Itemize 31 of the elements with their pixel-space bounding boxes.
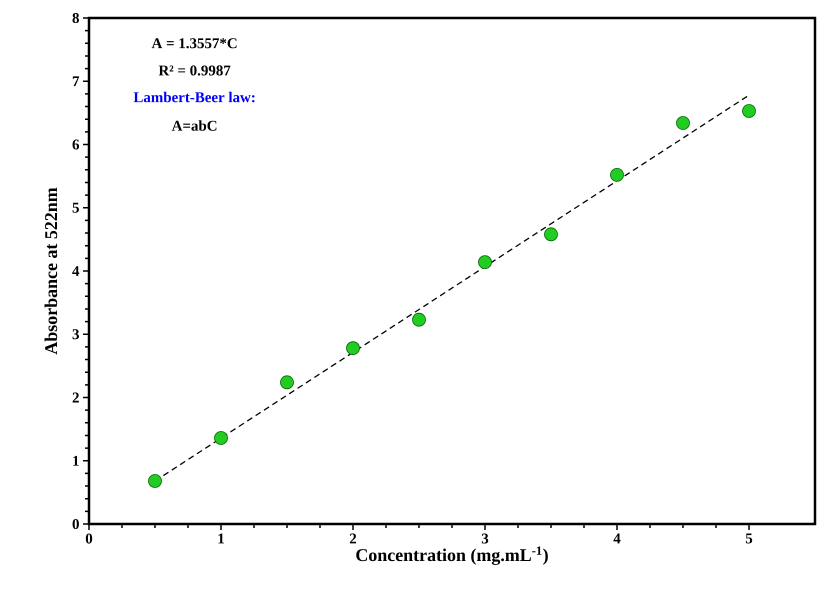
x-tick-label: 2: [350, 534, 356, 544]
y-tick-label: 0: [72, 518, 79, 530]
y-tick-label: 2: [72, 392, 79, 402]
y-tick-label: 6: [72, 139, 80, 150]
annotation: A=abC: [172, 120, 216, 131]
point: [676, 116, 690, 130]
annotation: A = 1.3557*C: [152, 38, 237, 48]
point: [412, 312, 426, 327]
point: [610, 168, 624, 182]
annotation: R² = 0.9987: [158, 65, 230, 76]
y-tick-label: 5: [72, 202, 79, 213]
y-tick-label: 4: [72, 266, 80, 276]
y-tick-label: 8: [72, 12, 79, 24]
x-tick-label: 3: [482, 534, 488, 544]
point: [544, 227, 558, 242]
x-tick-label: 5: [746, 534, 752, 544]
y-tick-label: 3: [72, 329, 79, 340]
x-tick-label: 1: [218, 534, 224, 544]
x-axis-title: Concentration (mg.mL$^{-1}$): [356, 546, 548, 565]
x-tick-label: 0: [86, 534, 92, 544]
point: [742, 104, 756, 118]
point: [478, 255, 492, 270]
point: [346, 341, 360, 356]
point: [148, 474, 162, 488]
y-axis-title: Absorbance at 522nm: [44, 188, 58, 355]
x-tick-label: 4: [613, 534, 620, 544]
y-tick-label: 1: [73, 456, 79, 466]
point: [280, 375, 294, 390]
point: [214, 431, 228, 445]
annotation: Lambert-Beer law:: [134, 92, 254, 102]
y-tick-label: 7: [72, 76, 80, 86]
